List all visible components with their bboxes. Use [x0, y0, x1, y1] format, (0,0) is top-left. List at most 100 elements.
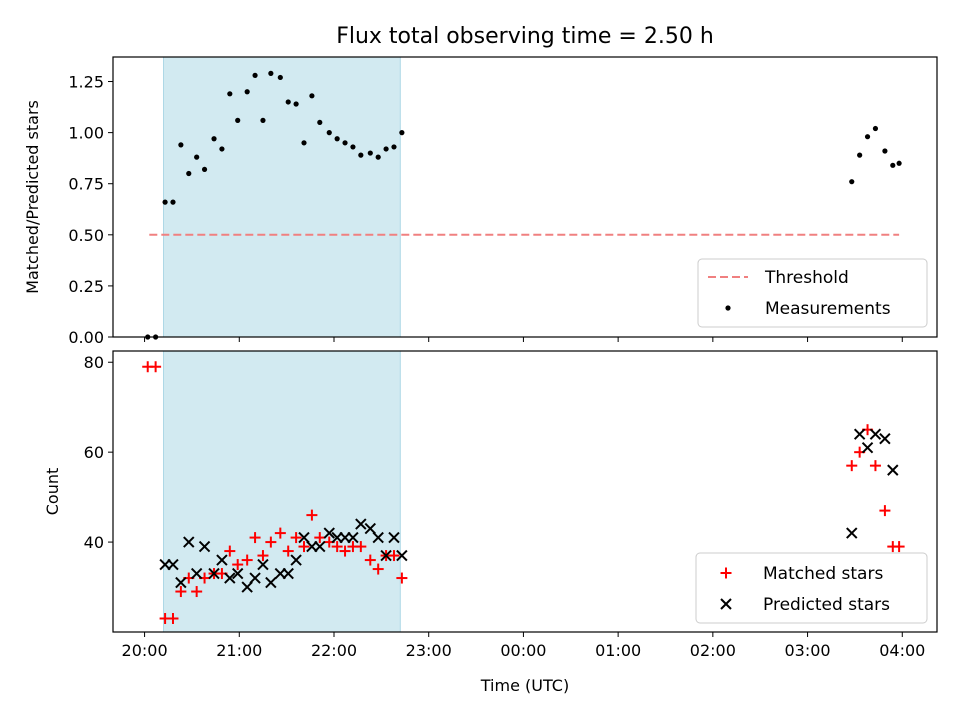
measurement-point: [162, 199, 168, 205]
measurement-point: [293, 101, 299, 107]
matched-star-point: [869, 460, 881, 472]
predicted-star-point: [853, 428, 866, 440]
measurement-point: [882, 148, 888, 154]
legend-matched-swatch: [720, 567, 732, 579]
measurement-point: [864, 134, 871, 140]
matched-star-point: [364, 554, 376, 566]
measurement-point: [342, 140, 348, 146]
measurement-point: [309, 93, 315, 99]
legend-box: [695, 552, 928, 624]
y-tick-label: 40: [84, 533, 104, 552]
measurement-point: [872, 125, 879, 132]
measurement-point: [244, 89, 250, 95]
predicted-star-point: [364, 522, 377, 535]
x-tick-label: 03:00: [785, 641, 831, 660]
predicted-star-point: [869, 428, 882, 440]
measurement-point: [391, 144, 397, 150]
x-tick-label: 04:00: [879, 641, 925, 660]
measurement-point: [326, 130, 332, 136]
matched-star-point: [167, 613, 179, 625]
matched-star-point: [298, 541, 310, 553]
matched-star-point: [265, 536, 277, 548]
matched-star-point: [879, 505, 891, 517]
measurement-point: [857, 152, 863, 158]
matched-star-point: [150, 361, 162, 373]
measurement-point: [268, 70, 274, 76]
predicted-star-point: [388, 531, 400, 544]
measurement-point: [358, 152, 364, 158]
y-tick-label: 1.25: [68, 73, 104, 92]
matched-star-point: [331, 541, 343, 553]
matched-star-point: [257, 550, 269, 562]
measurement-point: [252, 72, 258, 78]
predicted-star-point: [198, 540, 211, 553]
x-tick-label: 20:00: [122, 641, 168, 660]
predicted-star-point: [224, 572, 236, 584]
predicted-star-point: [167, 558, 179, 571]
measurement-point: [334, 136, 340, 142]
matched-star-point: [339, 545, 351, 557]
predicted-star-point: [347, 531, 359, 544]
legend-measurements-label: Measurements: [765, 299, 891, 319]
matched-star-point: [249, 532, 261, 544]
matched-star-point: [274, 527, 286, 539]
predicted-star-point: [314, 540, 326, 553]
measurement-point: [219, 146, 225, 152]
x-tick-label: 22:00: [311, 641, 357, 660]
matched-star-point: [355, 541, 367, 553]
measurement-point: [399, 130, 405, 136]
predicted-star-point: [282, 567, 294, 580]
y-axis-label: Matched/Predicted stars: [23, 100, 42, 294]
predicted-star-point: [298, 531, 310, 544]
matched-star-point: [846, 460, 858, 472]
predicted-star-point: [355, 518, 367, 530]
predicted-star-point: [216, 554, 228, 566]
y-tick-label: 60: [84, 443, 104, 462]
predicted-star-point: [175, 576, 187, 589]
matched-star-point: [224, 545, 236, 557]
predicted-star-point: [190, 567, 203, 580]
measurement-point: [178, 142, 184, 148]
measurement-point: [285, 99, 291, 105]
legend-box: [697, 258, 928, 328]
axes-frame: [112, 350, 938, 633]
measurement-point: [186, 170, 192, 177]
measurement-point: [350, 144, 356, 150]
predicted-star-point: [879, 432, 891, 445]
legend-threshold-label: Threshold: [764, 268, 849, 288]
chart-title: Flux total observing time = 2.50 h: [336, 24, 714, 49]
matched-star-point: [372, 563, 384, 575]
measurement-point: [367, 150, 373, 156]
predicted-star-point: [887, 464, 899, 476]
measurement-point: [375, 154, 381, 160]
observing-span: [163, 56, 401, 338]
measurement-point: [277, 74, 283, 81]
predicted-star-point: [249, 572, 261, 584]
measurement-point: [849, 179, 855, 185]
matched-star-point: [282, 545, 294, 557]
matched-star-point: [893, 541, 905, 553]
measurement-point: [896, 160, 902, 166]
measurement-point: [260, 117, 266, 123]
legend-matched-label: Matched stars: [763, 564, 883, 584]
measurement-point: [170, 199, 176, 205]
matched-star-point: [306, 509, 318, 521]
predicted-star-point: [257, 558, 269, 571]
axes-frame: [112, 56, 938, 338]
matched-star-point: [314, 532, 326, 544]
predicted-star-point: [231, 567, 244, 580]
measurement-point: [383, 146, 389, 152]
matched-star-point: [191, 586, 203, 598]
top-panel: 0.00 0.25 0.50 0.75 1.00 1.25 Matched/Predicte…: [23, 56, 938, 347]
y-tick-label: 0.25: [68, 277, 104, 296]
predicted-star-point: [290, 554, 302, 566]
measurement-point: [211, 136, 217, 142]
x-tick-label: 01:00: [595, 641, 641, 660]
predicted-star-point: [372, 531, 384, 544]
y-tick-label: 0.00: [68, 328, 104, 347]
matched-star-point: [241, 554, 253, 566]
legend-predicted-label: Predicted stars: [763, 595, 890, 615]
legend-top: Threshold Measurements: [697, 258, 928, 328]
predicted-star-point: [208, 567, 220, 580]
predicted-star-point: [396, 549, 408, 562]
